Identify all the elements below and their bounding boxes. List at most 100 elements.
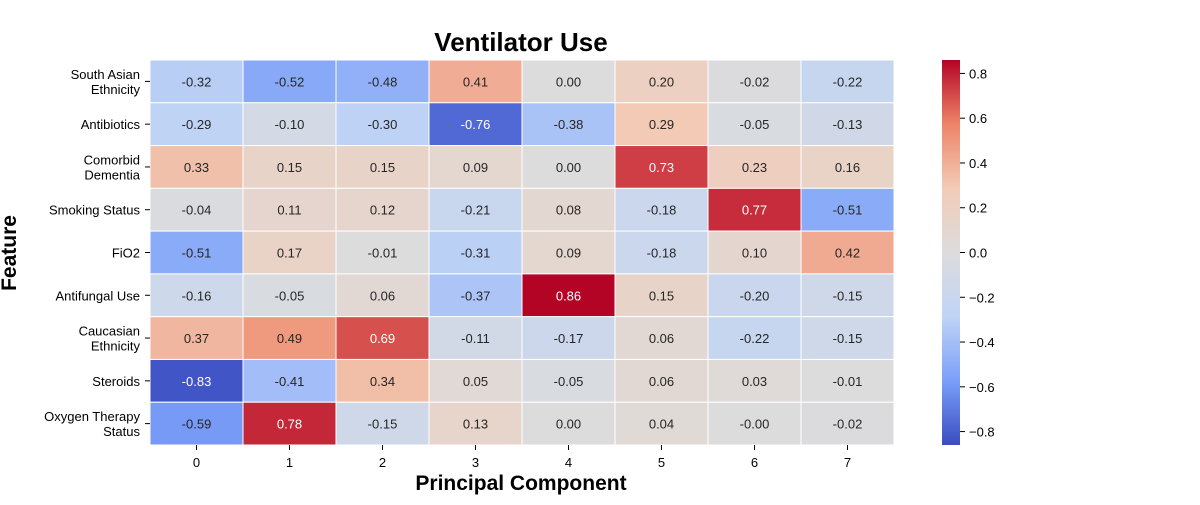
cell-value-label: 0.20 (649, 74, 674, 89)
cell-value-label: -0.01 (833, 374, 863, 389)
y-tick-label: FiO2 (112, 246, 140, 261)
heatmap-cell (428, 102, 523, 147)
heatmap-cell (800, 230, 895, 275)
cell-value-label: -0.15 (368, 417, 398, 432)
y-tick-label: Antibiotics (81, 117, 141, 132)
cell-value-label: 0.06 (649, 374, 674, 389)
cell-value-label: -0.52 (275, 74, 305, 89)
heatmap-cell (335, 59, 430, 104)
colorbar-gradient (942, 60, 960, 445)
x-tick-label: 3 (472, 455, 479, 470)
cell-value-label: 0.41 (463, 74, 488, 89)
cell-value-label: -0.00 (740, 417, 770, 432)
colorbar-tick-label: 0.0 (969, 246, 987, 261)
x-tick-label: 1 (286, 455, 293, 470)
heatmap-cell (614, 273, 709, 318)
colorbar-tick-label: −0.6 (969, 380, 995, 395)
cell-value-label: -0.04 (182, 203, 212, 218)
heatmap-cell (242, 59, 337, 104)
y-tick-label: Smoking Status (49, 203, 141, 218)
cell-value-label: 0.13 (463, 417, 488, 432)
heatmap-cell (149, 316, 244, 360)
heatmap-cell (335, 316, 430, 360)
heatmap-cell (521, 187, 616, 232)
heatmap-cell (800, 316, 895, 360)
y-axis-label: Feature (0, 215, 21, 291)
heatmap-cell (521, 401, 616, 446)
cell-value-label: 0.04 (649, 417, 674, 432)
colorbar-tick-label: 0.6 (969, 111, 987, 126)
heatmap-cell (800, 358, 895, 403)
cell-value-label: -0.05 (740, 117, 770, 132)
cell-value-label: -0.22 (833, 74, 863, 89)
heatmap-cell (335, 187, 430, 232)
heatmap-cell (521, 358, 616, 403)
cell-value-label: 0.49 (277, 331, 302, 346)
heatmap-cell (800, 102, 895, 147)
heatmap-cell (242, 102, 337, 147)
cell-value-label: 0.77 (742, 203, 767, 218)
heatmap-cell (707, 145, 802, 189)
cell-value-label: 0.12 (370, 203, 395, 218)
cell-value-label: -0.02 (740, 74, 770, 89)
cell-value-label: -0.59 (182, 417, 212, 432)
cell-value-label: -0.17 (554, 331, 584, 346)
x-tick-label: 4 (565, 455, 572, 470)
cell-value-label: -0.31 (461, 246, 491, 261)
cell-value-label: -0.13 (833, 117, 863, 132)
heatmap-cell (242, 273, 337, 318)
cell-value-label: -0.22 (740, 331, 770, 346)
heatmap-cell (521, 273, 616, 318)
heatmap-cell (614, 59, 709, 104)
cell-value-label: 0.09 (556, 246, 581, 261)
heatmap-cell (614, 316, 709, 360)
cell-value-label: 0.73 (649, 160, 674, 175)
cell-value-label: -0.05 (275, 288, 305, 303)
cell-value-label: 0.16 (835, 160, 860, 175)
heatmap-cell (800, 59, 895, 104)
heatmap-cell (428, 145, 523, 189)
heatmap-cell (614, 401, 709, 446)
cell-value-label: 0.17 (277, 246, 302, 261)
cell-value-label: 0.05 (463, 374, 488, 389)
heatmap-cell (428, 401, 523, 446)
cell-value-label: -0.30 (368, 117, 398, 132)
cell-value-label: 0.69 (370, 331, 395, 346)
cell-value-label: 0.06 (370, 288, 395, 303)
cell-value-label: 0.03 (742, 374, 767, 389)
heatmap-cell (521, 316, 616, 360)
cell-value-label: 0.00 (556, 74, 581, 89)
x-tick-label: 0 (193, 455, 200, 470)
heatmap-cell (707, 187, 802, 232)
x-tick-label: 2 (379, 455, 386, 470)
heatmap-cell (242, 401, 337, 446)
cell-value-label: -0.18 (647, 203, 677, 218)
cell-value-label: -0.01 (368, 246, 398, 261)
heatmap-cell (800, 401, 895, 446)
heatmap-cell (335, 273, 430, 318)
colorbar-tick-label: 0.8 (969, 66, 987, 81)
y-tick-label: Caucasian Ethnicity (79, 324, 141, 354)
cell-value-label: 0.34 (370, 374, 395, 389)
cell-value-label: -0.48 (368, 74, 398, 89)
cell-value-label: 0.10 (742, 246, 767, 261)
heatmap-cell (614, 102, 709, 147)
cell-value-label: 0.33 (184, 160, 209, 175)
cell-value-label: -0.38 (554, 117, 584, 132)
colorbar: 0.8 0.6 0.4 0.2 0.0 −0.2 −0.4 −0.6 −0.8 (942, 60, 995, 445)
heatmap-cell (521, 145, 616, 189)
cell-value-label: 0.00 (556, 417, 581, 432)
cell-value-label: -0.41 (275, 374, 305, 389)
cell-value-label: -0.02 (833, 417, 863, 432)
y-tick-label: Oxygen Therapy Status (44, 409, 140, 439)
cell-value-label: -0.83 (182, 374, 212, 389)
cell-value-label: -0.05 (554, 374, 584, 389)
cell-value-label: -0.20 (740, 288, 770, 303)
heatmap-cell (614, 145, 709, 189)
heatmap-cell (149, 59, 244, 104)
chart-title: Ventilator Use (434, 27, 607, 57)
x-tick-label: 5 (658, 455, 665, 470)
cell-value-label: -0.37 (461, 288, 491, 303)
heatmap-cell (707, 316, 802, 360)
